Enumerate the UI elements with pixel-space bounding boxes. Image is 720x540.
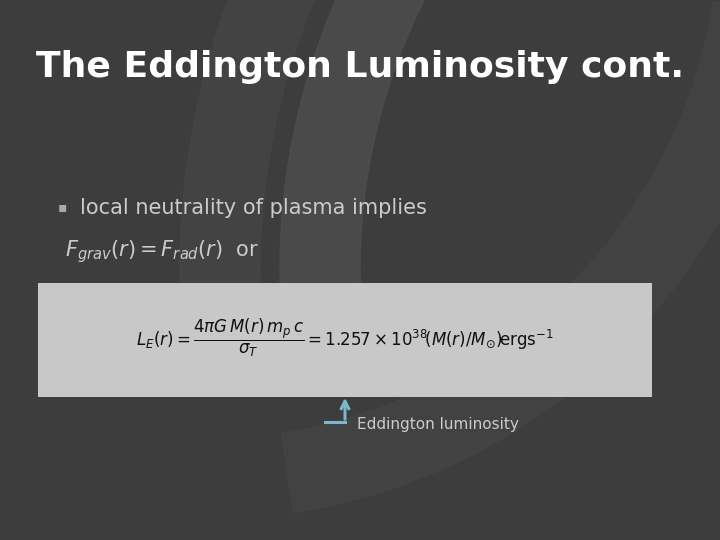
Text: local neutrality of plasma implies: local neutrality of plasma implies (80, 198, 427, 218)
FancyBboxPatch shape (38, 283, 652, 397)
Text: Eddington luminosity: Eddington luminosity (357, 416, 519, 431)
Text: $\mathit{F}_{grav}(r) = \mathit{F}_{rad}(r)$  or: $\mathit{F}_{grav}(r) = \mathit{F}_{rad}… (65, 238, 259, 265)
Polygon shape (180, 0, 702, 392)
Polygon shape (280, 0, 720, 376)
Text: The Eddington Luminosity cont.: The Eddington Luminosity cont. (36, 50, 684, 84)
Text: $L_{E}(r)=\dfrac{4\pi G\,M(r)\,m_p\,c}{\sigma_T}=1.257\times10^{38}\!\left(M(r)/: $L_{E}(r)=\dfrac{4\pi G\,M(r)\,m_p\,c}{\… (136, 317, 554, 359)
Polygon shape (282, 1, 720, 512)
Text: ▪: ▪ (58, 200, 67, 214)
